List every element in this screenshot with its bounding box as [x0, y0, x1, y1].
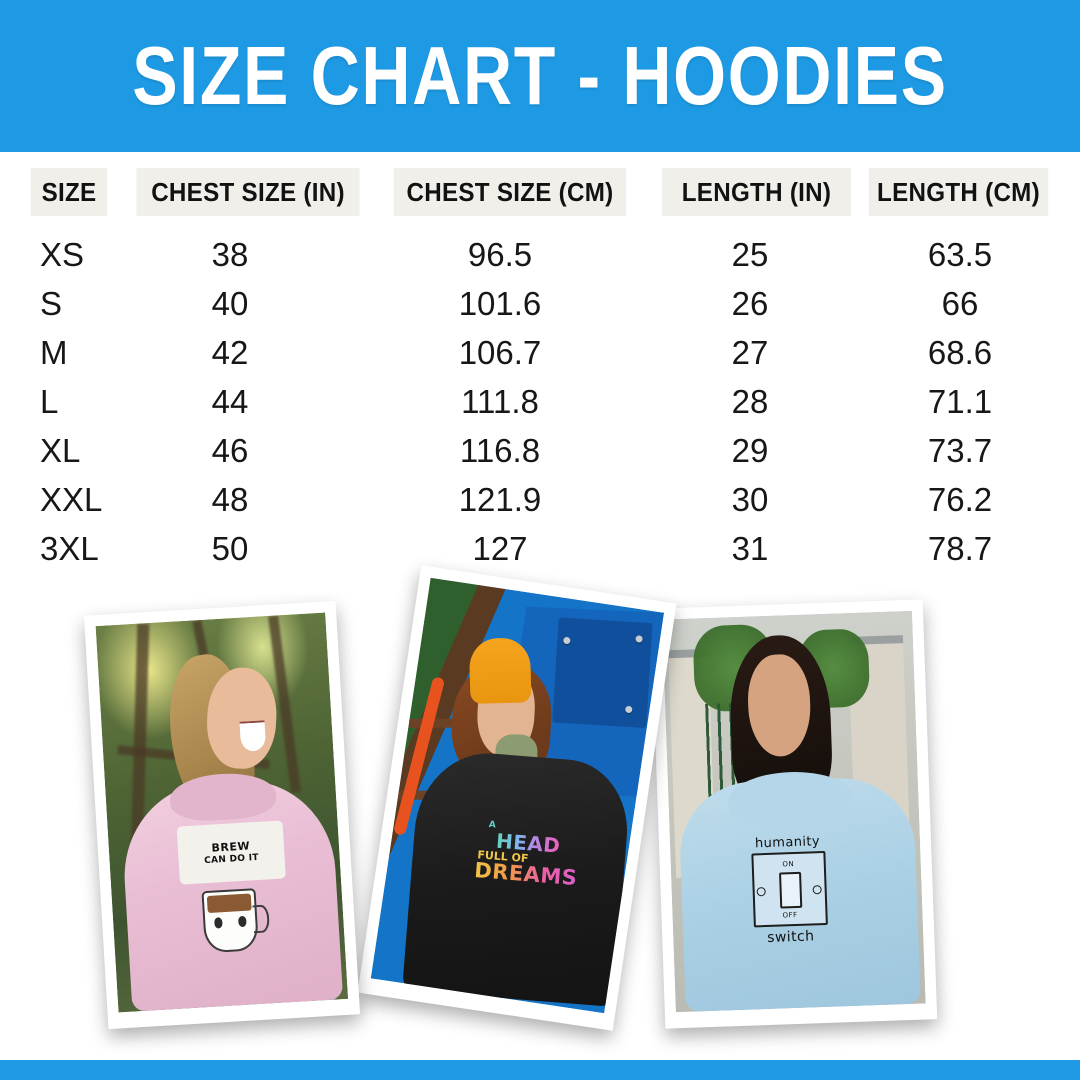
- cell-length-in: 25: [731, 235, 769, 273]
- cell-length-in: 28: [731, 382, 769, 420]
- cell-chest-in: 46: [211, 431, 249, 469]
- hoodie-print-dreams: A HEAD FULL OF DREAMS: [467, 793, 589, 915]
- cell-chest-in: 42: [211, 333, 249, 371]
- cell-length-in: 30: [731, 480, 769, 518]
- cell-length-cm: 68.6: [927, 333, 993, 371]
- bottom-banner: [0, 1060, 1080, 1080]
- cell-length-cm: 66: [941, 284, 979, 322]
- table-body: XS 38 96.5 25 63.5 S 40 101.6 26 66 M 42…: [0, 230, 1080, 573]
- rivet: [625, 705, 633, 713]
- hoodie-print-speech-bubble: BREW CAN DO IT: [176, 820, 286, 885]
- hoodie-print-humanity-switch: humanity ON OFF switch: [725, 833, 855, 971]
- product-photo-strip: BREW CAN DO IT: [0, 565, 1080, 1050]
- coffee-mug-character-icon: [201, 888, 271, 954]
- table-row: M 42 106.7 27 68.6: [0, 328, 1080, 377]
- column-header-chest-cm: CHEST SIZE (CM): [393, 168, 627, 216]
- switch-on-label: ON: [782, 859, 795, 869]
- cell-chest-cm: 127: [472, 529, 528, 567]
- pink-brew-hoodie-photo: BREW CAN DO IT: [83, 600, 361, 1030]
- page-title: SIZE CHART - HOODIES: [132, 29, 948, 122]
- cell-chest-in: 38: [211, 235, 249, 273]
- top-banner: [0, 0, 1080, 152]
- rivet: [635, 635, 643, 643]
- orange-beanie: [468, 636, 532, 704]
- cell-chest-cm: 96.5: [467, 235, 533, 273]
- column-header-length-cm: LENGTH (CM): [868, 168, 1049, 216]
- table-row: L 44 111.8 28 71.1: [0, 377, 1080, 426]
- print-line-3: DREAMS: [473, 857, 579, 890]
- cell-length-cm: 78.7: [927, 529, 993, 567]
- cell-size: L: [40, 382, 59, 420]
- mug-eyes: [213, 916, 247, 929]
- switch-screw: [812, 885, 822, 895]
- print-line-1: humanity: [754, 834, 821, 852]
- table-row: 3XL 50 127 31 78.7: [0, 524, 1080, 573]
- column-header-length-in: LENGTH (IN): [662, 168, 851, 216]
- table-row: XS 38 96.5 25 63.5: [0, 230, 1080, 279]
- cell-chest-in: 44: [211, 382, 249, 420]
- switch-rocker: [778, 871, 803, 909]
- cell-size: XS: [40, 235, 85, 273]
- photo-image: A HEAD FULL OF DREAMS: [370, 577, 665, 1014]
- cell-size: XL: [40, 431, 81, 469]
- photo-image: humanity ON OFF switch: [662, 610, 926, 1013]
- table-row: XL 46 116.8 29 73.7: [0, 426, 1080, 475]
- print-line-1: BREW: [211, 839, 251, 855]
- table-row: S 40 101.6 26 66: [0, 279, 1080, 328]
- cell-chest-cm: 121.9: [458, 480, 542, 518]
- cell-length-cm: 76.2: [927, 480, 993, 518]
- print-line-0: A: [488, 819, 497, 831]
- cell-length-in: 31: [731, 529, 769, 567]
- cell-length-in: 27: [731, 333, 769, 371]
- cell-chest-in: 40: [211, 284, 249, 322]
- cell-chest-cm: 111.8: [461, 382, 539, 420]
- blue-panel-inner: [552, 617, 653, 729]
- photo-image: BREW CAN DO IT: [95, 612, 349, 1013]
- light-switch-icon: ON OFF: [750, 851, 828, 928]
- rivet: [562, 636, 571, 645]
- black-dreams-hoodie-photo: A HEAD FULL OF DREAMS: [357, 565, 677, 1031]
- cell-chest-cm: 106.7: [458, 333, 542, 371]
- cell-size: XXL: [40, 480, 103, 518]
- cell-chest-in: 50: [211, 529, 249, 567]
- cell-length-cm: 71.1: [927, 382, 993, 420]
- cell-length-in: 29: [731, 431, 769, 469]
- column-header-size: SIZE: [30, 168, 108, 216]
- cell-size: M: [40, 333, 68, 371]
- column-header-chest-in: CHEST SIZE (IN): [136, 168, 360, 216]
- cell-size: S: [40, 284, 63, 322]
- size-chart-table: SIZE CHEST SIZE (IN) CHEST SIZE (CM) LEN…: [0, 168, 1080, 573]
- cell-chest-cm: 116.8: [459, 431, 541, 469]
- switch-screw: [756, 887, 767, 897]
- cell-length-cm: 63.5: [927, 235, 993, 273]
- cell-chest-in: 48: [211, 480, 249, 518]
- switch-off-label: OFF: [782, 911, 798, 920]
- cell-size: 3XL: [40, 529, 99, 567]
- print-line-2: switch: [766, 927, 815, 946]
- cell-length-cm: 73.7: [927, 431, 993, 469]
- cell-chest-cm: 101.6: [458, 284, 542, 322]
- table-header-row: SIZE CHEST SIZE (IN) CHEST SIZE (CM) LEN…: [0, 168, 1080, 224]
- cell-length-in: 26: [731, 284, 769, 322]
- table-row: XXL 48 121.9 30 76.2: [0, 475, 1080, 524]
- print-line-2: CAN DO IT: [203, 853, 260, 867]
- blue-humanity-switch-hoodie-photo: humanity ON OFF switch: [650, 599, 938, 1029]
